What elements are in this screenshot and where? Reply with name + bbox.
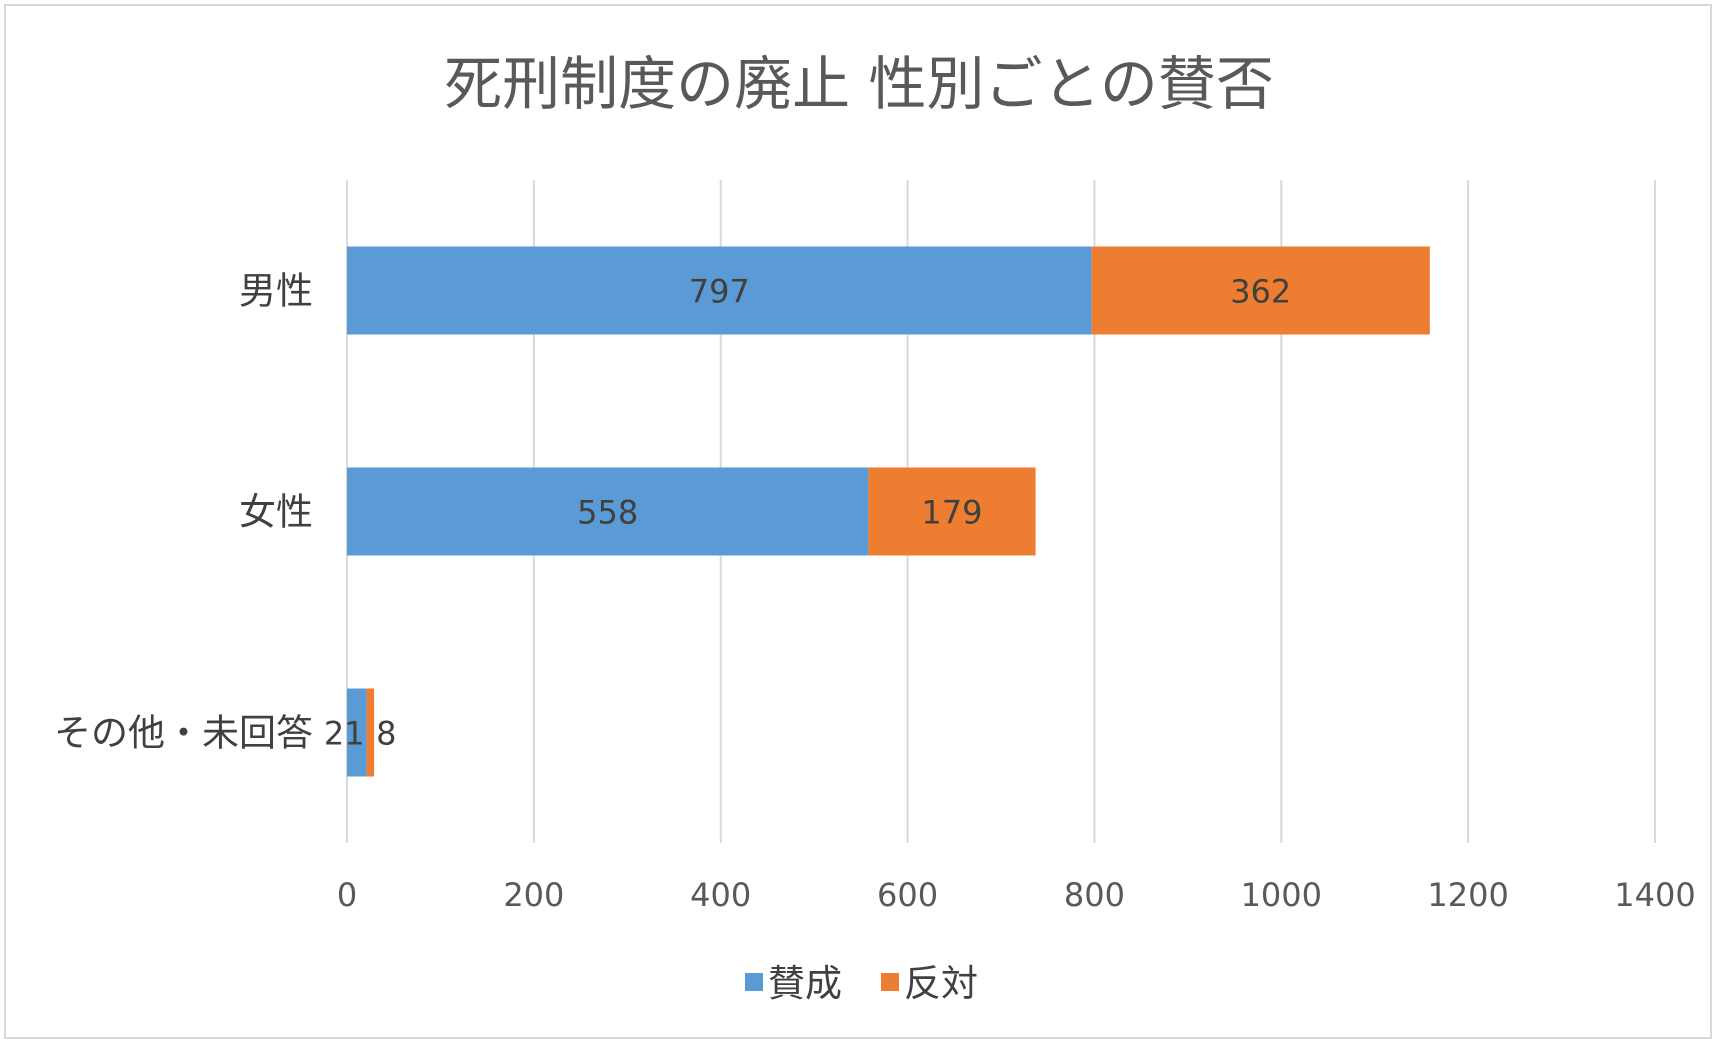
x-tick-label: 800 <box>1064 876 1125 914</box>
data-label: 8 <box>376 715 396 753</box>
bar-segment <box>347 467 869 556</box>
x-tick-label: 1000 <box>1241 876 1322 914</box>
data-label: 179 <box>921 494 982 532</box>
bar-segment <box>347 688 367 777</box>
data-label: 21 <box>324 715 365 753</box>
legend-label: 賛成 <box>768 962 842 1005</box>
legend-swatch <box>881 973 899 991</box>
x-axis-ticks: 0 200 400 600 800 1000 1200 1400 <box>337 876 1696 914</box>
bars <box>347 246 1430 777</box>
x-tick-label: 200 <box>503 876 564 914</box>
legend-label: 反対 <box>904 962 978 1005</box>
bar-segment <box>868 467 1036 556</box>
x-tick-label: 600 <box>877 876 938 914</box>
x-tick-label: 400 <box>690 876 751 914</box>
data-label: 797 <box>689 273 750 311</box>
category-label: 女性 <box>239 491 313 534</box>
data-label: 558 <box>577 494 638 532</box>
x-tick-label: 0 <box>337 876 357 914</box>
x-tick-label: 1400 <box>1614 876 1695 914</box>
category-label: 男性 <box>239 270 313 313</box>
x-tick-label: 1200 <box>1427 876 1508 914</box>
data-label: 362 <box>1230 273 1291 311</box>
bar-segment <box>347 246 1092 335</box>
category-label: その他・未回答 <box>54 712 313 755</box>
bar-segment <box>1091 246 1430 335</box>
data-labels: 797 362 558 179 21 8 <box>324 273 1291 753</box>
chart-title: 死刑制度の廃止 性別ごとの賛否 <box>444 50 1274 118</box>
legend-swatch <box>745 973 763 991</box>
bar-segment <box>366 688 375 777</box>
legend: 賛成 反対 <box>745 962 978 1005</box>
